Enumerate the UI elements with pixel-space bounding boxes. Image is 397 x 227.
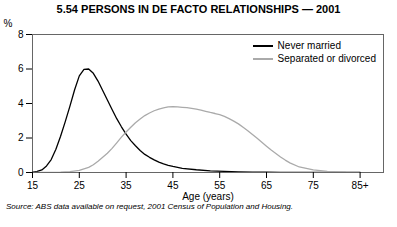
html-text:Never married: Never married <box>277 40 341 51</box>
svg-text:%: % <box>4 18 13 29</box>
html-text:Source: ABS data available on: Source: ABS data available on request, 2… <box>6 202 293 211</box>
html-text:Separated or divorced: Separated or divorced <box>277 53 376 64</box>
svg-text:4: 4 <box>18 98 24 109</box>
svg-text:35: 35 <box>121 180 133 191</box>
svg-text:25: 25 <box>74 180 86 191</box>
svg-text:Age (years): Age (years) <box>182 191 234 202</box>
svg-text:15: 15 <box>27 180 39 191</box>
svg-text:0: 0 <box>18 167 24 178</box>
svg-text:65: 65 <box>261 180 273 191</box>
svg-text:6: 6 <box>18 63 24 74</box>
svg-text:85+: 85+ <box>352 180 369 191</box>
svg-text:55: 55 <box>214 180 226 191</box>
svg-text:8: 8 <box>18 29 24 40</box>
svg-text:2: 2 <box>18 132 24 143</box>
svg-text:45: 45 <box>167 180 179 191</box>
html-text:5.54 PERSONS IN DE FACTO RELAT: 5.54 PERSONS IN DE FACTO RELATIONSHIPS —… <box>56 3 341 15</box>
svg-text:75: 75 <box>308 180 320 191</box>
